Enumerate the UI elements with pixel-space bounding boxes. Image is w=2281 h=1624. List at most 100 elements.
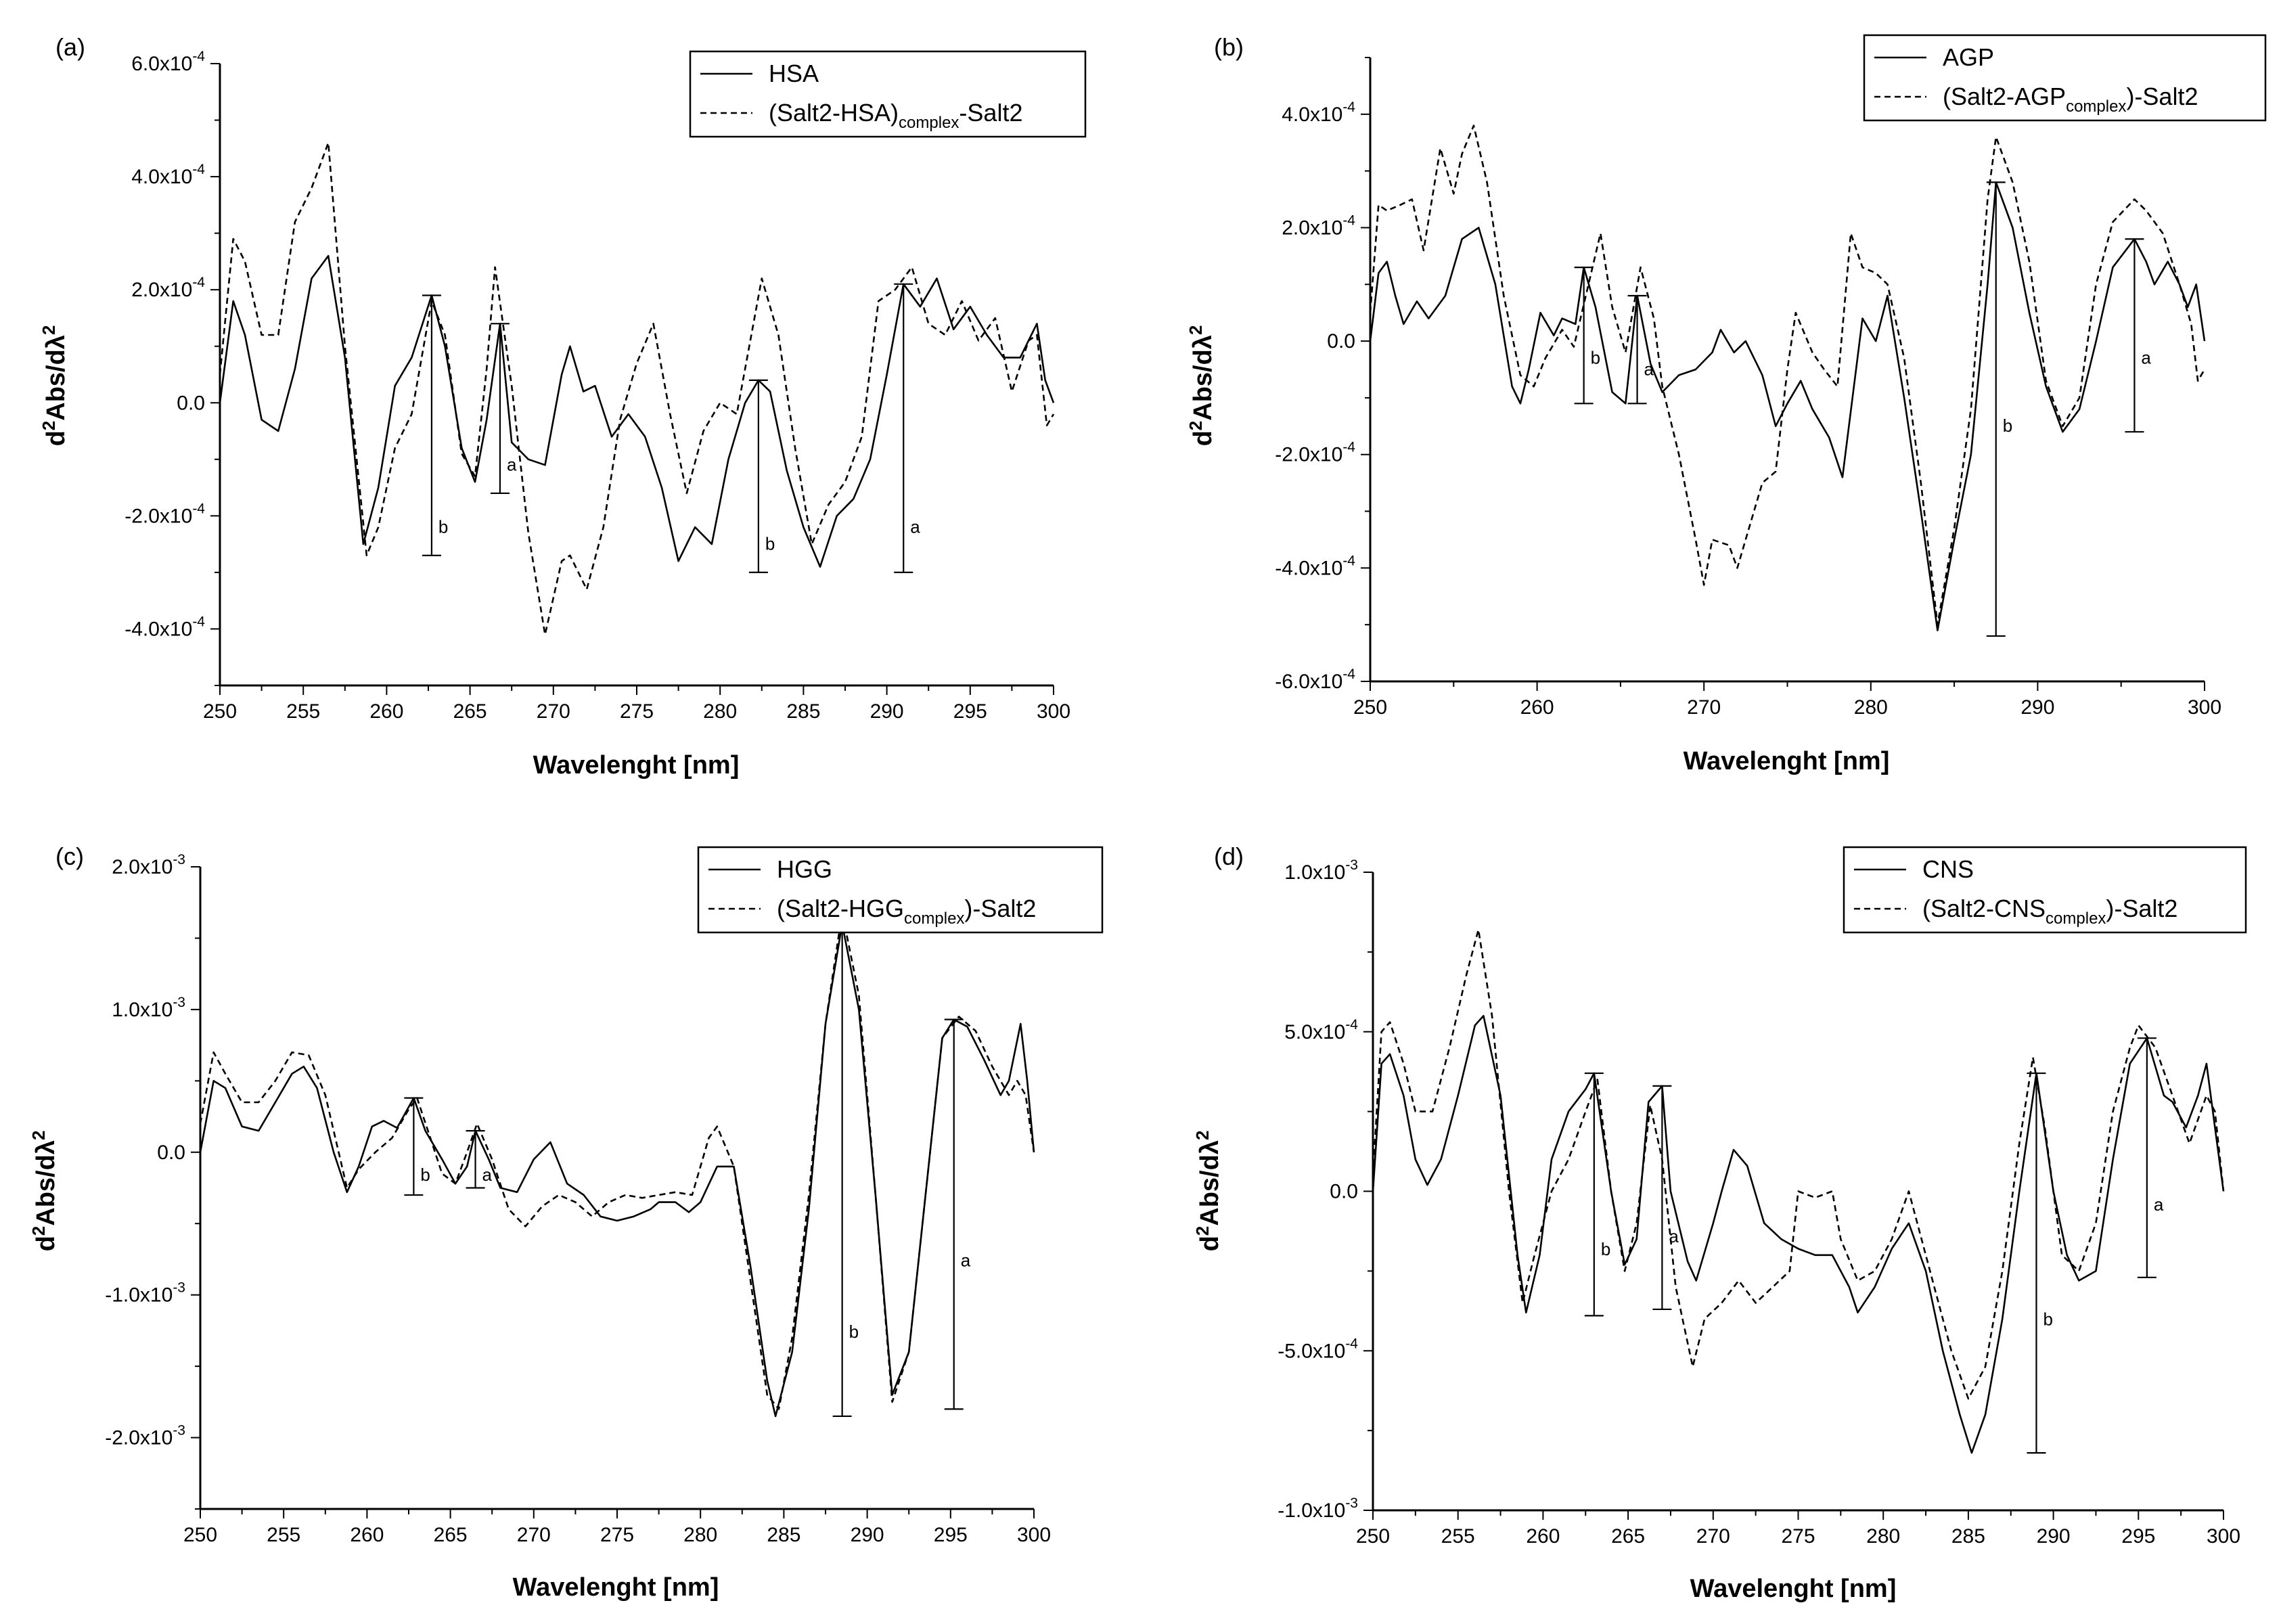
marker-a: a [490,323,517,495]
x-tick-label: 280 [1866,1525,1900,1548]
x-tick-label: 255 [286,700,320,723]
y-tick-label: 0.0 [177,392,205,414]
y-tick-label: -1.0x10-3 [1278,1495,1358,1522]
x-tick-label: 260 [369,700,403,723]
marker-b: b [1986,181,2012,637]
x-tick-label: 285 [786,700,820,723]
y-tick-label: 6.0x10-4 [131,49,205,75]
y-tick-label: 4.0x10-4 [1282,99,1355,126]
marker-label: a [910,516,920,537]
x-tick-label: 270 [1687,696,1721,719]
legend-label: AGP [1943,43,1994,71]
legend-box [1843,846,2247,934]
legend-box [697,846,1104,934]
marker-label: a [2154,1194,2164,1215]
y-tick-label: -2.0x10-3 [105,1423,185,1449]
x-tick-label: 285 [1951,1525,1985,1548]
marker-a: a [2137,1037,2164,1278]
marker-label: b [438,516,448,537]
protein-spectrum-line [219,254,1055,568]
x-tick-label: 250 [183,1524,217,1546]
x-tick-label: 255 [1441,1525,1475,1548]
legend-label: HSA [769,60,819,87]
legend-box [689,50,1087,138]
marker-b: b [2027,1072,2053,1454]
x-tick-label: 280 [1854,696,1888,719]
x-tick-label: 295 [953,700,987,723]
x-tick-label: 250 [1356,1525,1390,1548]
legend: HGG (Salt2-HGGcomplex)-Salt2 [697,846,1104,934]
chart-panel-a: (a) 250 255 260 265 270 275 280 285 290 295 300 -4.0… [39,33,1087,780]
panel-label: (b) [1214,33,1244,61]
x-axis-title: Wavelenght [nm] [1690,1575,1897,1603]
marker-label: a [507,455,517,475]
protein-spectrum-line [1369,181,2206,631]
y-tick-label: -4.0x10-4 [1275,553,1355,579]
x-axis-title: Wavelenght [nm] [1684,747,1890,775]
x-tick-label: 270 [517,1524,551,1546]
y-tick-label: -6.0x10-4 [1275,667,1355,693]
chart-panel-b: (b) 250 260 270 280 290 300 -6.0x10-4 -4.0x10-4 -… [1185,33,2267,775]
x-tick-label: 290 [2020,696,2054,719]
x-tick-label: 275 [620,700,654,723]
x-tick-label: 260 [1526,1525,1560,1548]
panel-label: (c) [55,842,84,870]
marker-a: a [944,1018,971,1410]
x-tick-label: 265 [434,1524,468,1546]
x-tick-label: 290 [851,1524,884,1546]
legend: CNS (Salt2-CNScomplex)-Salt2 [1843,846,2247,934]
panel-label: (a) [55,33,85,61]
y-tick-label: 0.0 [157,1142,185,1164]
x-tick-label: 285 [767,1524,800,1546]
legend: AGP (Salt2-AGPcomplex)-Salt2 [1863,34,2267,122]
complex-spectrum-line [199,911,1035,1410]
marker-label: b [765,533,775,554]
legend-label: (Salt2-CNScomplex)-Salt2 [1922,895,2177,928]
protein-spectrum-line [1372,1014,2225,1454]
legend-label: CNS [1922,855,1974,883]
legend-label: (Salt2-HGGcomplex)-Salt2 [777,895,1036,928]
marker-label: a [482,1165,493,1185]
legend-label: (Salt2-AGPcomplex)-Salt2 [1943,83,2198,116]
y-tick-label: 2.0x10-3 [112,852,185,878]
marker-label: a [2141,348,2151,368]
marker-a: a [894,283,920,574]
marker-b: b [748,379,775,574]
marker-label: b [2003,415,2012,436]
legend-box [1863,34,2267,122]
marker-b: b [404,1097,430,1196]
x-tick-label: 295 [2121,1525,2155,1548]
legend-label: (Salt2-HSA)complex-Salt2 [769,99,1022,132]
x-tick-label: 270 [1696,1525,1730,1548]
marker-a: a [2125,238,2151,433]
x-tick-label: 265 [453,700,487,723]
y-tick-label: 5.0x10-4 [1284,1017,1358,1043]
x-tick-label: 295 [934,1524,968,1546]
marker-label: b [1591,348,1600,368]
legend: HSA (Salt2-HSA)complex-Salt2 [689,50,1087,138]
y-tick-label: 2.0x10-4 [131,275,205,301]
x-tick-label: 275 [600,1524,634,1546]
marker-label: b [1601,1239,1610,1259]
marker-b: b [1584,1072,1610,1317]
y-axis-title: d2Abs/dλ2 [1185,325,1217,447]
x-tick-label: 280 [703,700,737,723]
y-tick-label: 1.0x10-3 [1284,857,1358,884]
y-tick-label: 0.0 [1330,1181,1358,1203]
y-tick-label: -2.0x10-4 [1275,440,1355,466]
y-axis-title: d2Abs/dλ2 [28,1131,60,1252]
marker-a: a [1627,294,1654,405]
x-tick-label: 275 [1781,1525,1815,1548]
chart-panel-d: (d) 250 255 260 265 270 275 280 285 290 295 300 -1.0… [1192,842,2247,1603]
x-tick-label: 290 [2037,1525,2071,1548]
panel-label: (d) [1214,842,1244,870]
y-tick-label: -4.0x10-4 [125,614,205,640]
marker-label: b [420,1165,430,1185]
y-tick-label: -5.0x10-4 [1278,1336,1358,1362]
y-axis-title: d2Abs/dλ2 [39,325,70,447]
marker-label: b [2043,1309,2052,1330]
x-tick-label: 260 [1520,696,1554,719]
x-tick-label: 255 [267,1524,300,1546]
x-tick-label: 280 [683,1524,717,1546]
x-tick-label: 270 [537,700,570,723]
